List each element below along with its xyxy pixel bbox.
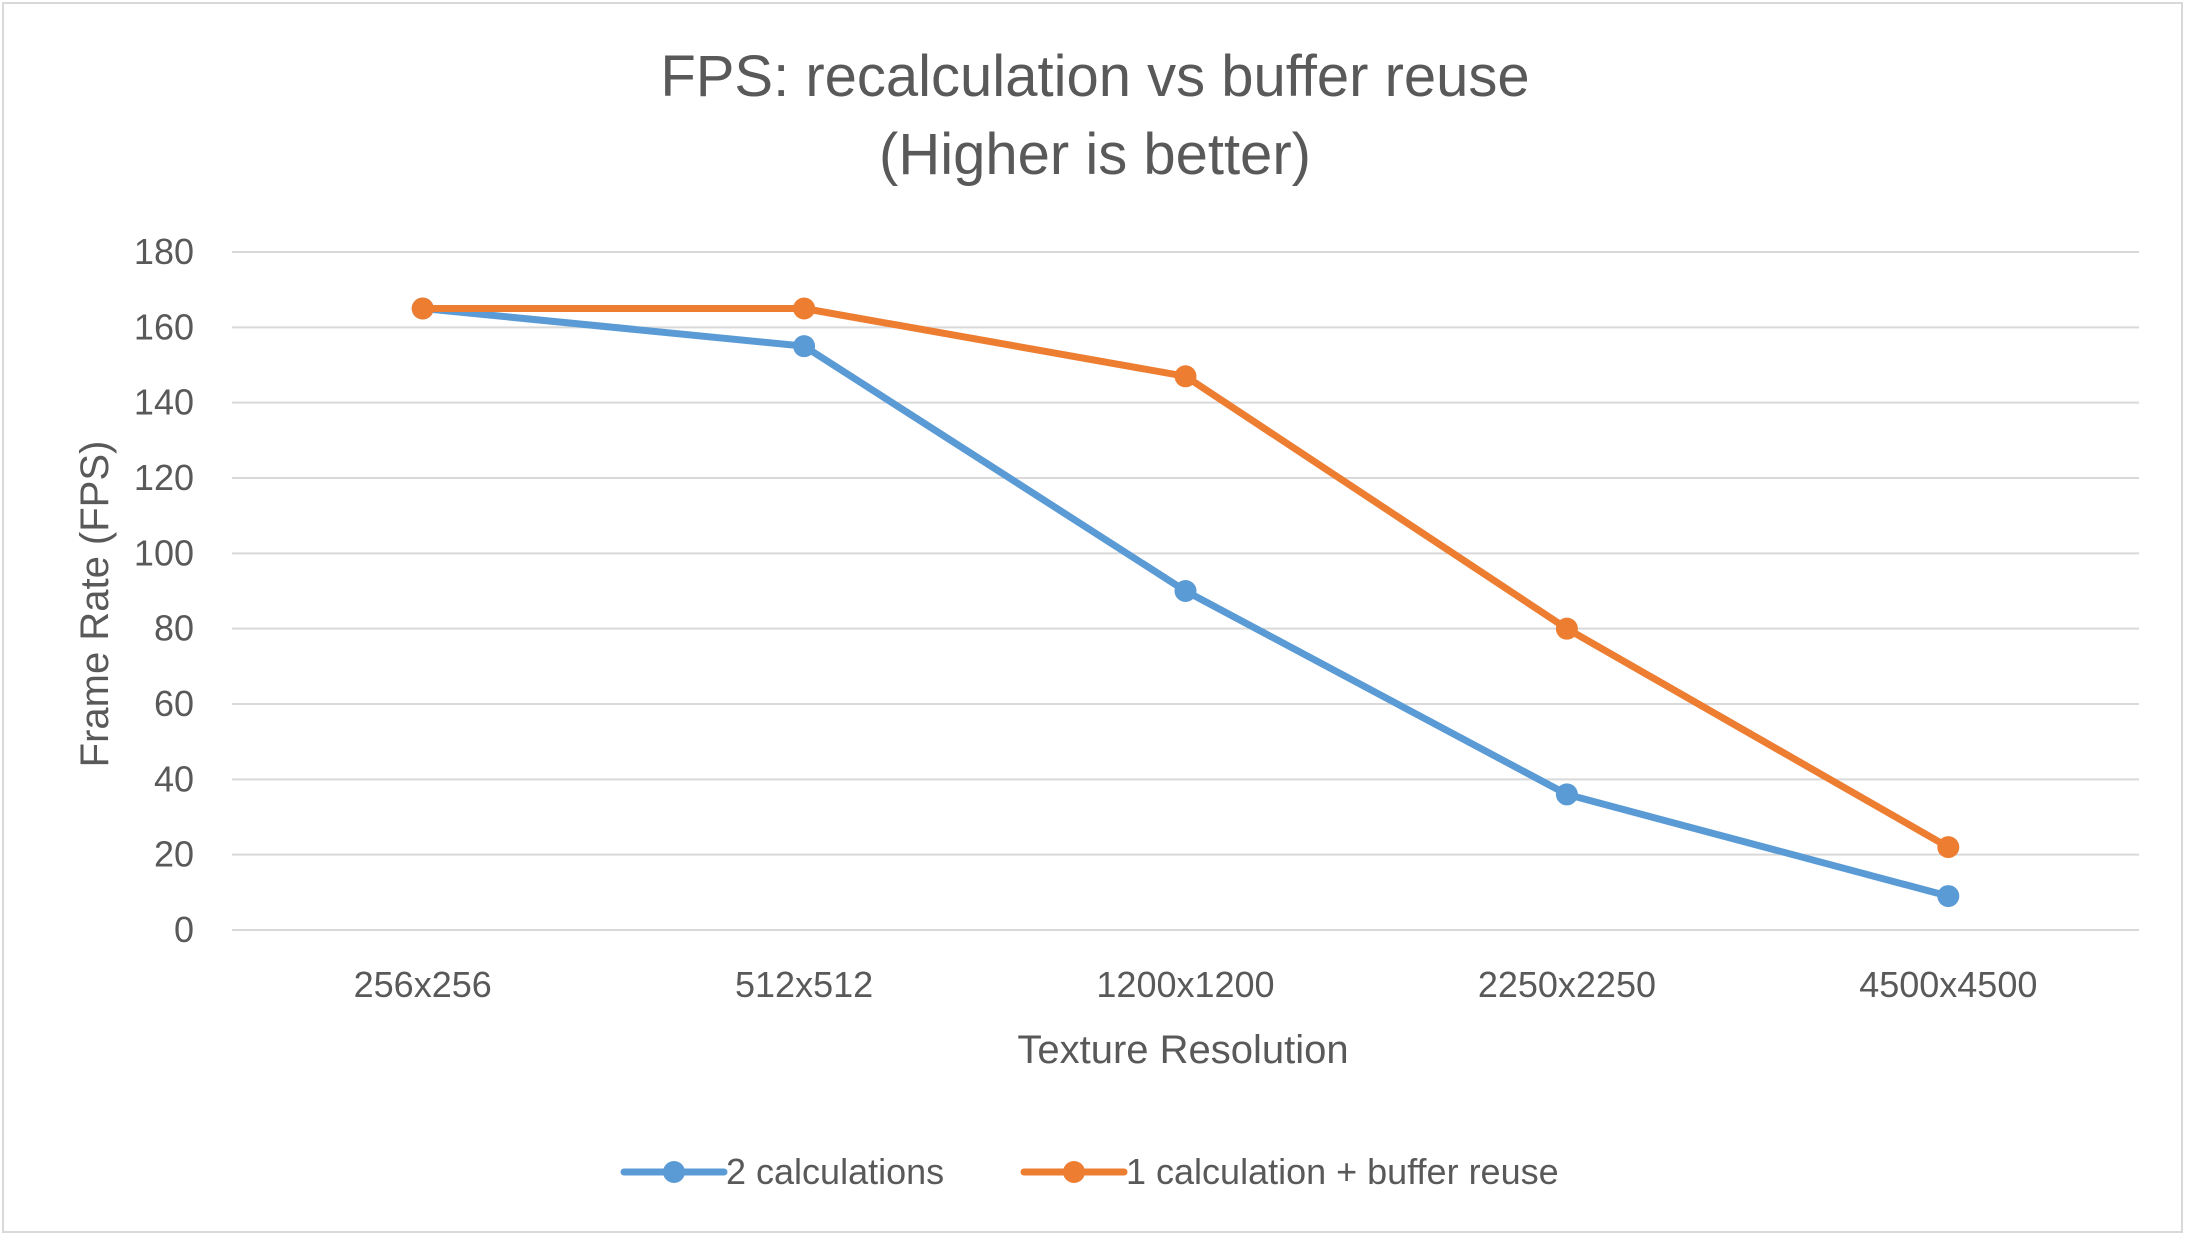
x-tick-label: 512x512 [735, 964, 873, 1005]
data-point [1555, 617, 1578, 640]
y-tick-label: 80 [154, 608, 194, 649]
legend-label: 1 calculation + buffer reuse [1126, 1151, 1559, 1192]
x-tick-label: 4500x4500 [1859, 964, 2037, 1005]
y-tick-label: 100 [134, 532, 194, 573]
y-tick-label: 20 [154, 834, 194, 875]
data-point [1174, 580, 1197, 602]
legend-item: 1 calculation + buffer reuse [1020, 1151, 1559, 1192]
y-tick-label: 40 [154, 758, 194, 799]
y-axis-title: Frame Rate (FPS) [73, 441, 117, 768]
data-point [1174, 365, 1197, 388]
legend-item: 2 calculations [620, 1151, 944, 1192]
legend-label: 2 calculations [726, 1151, 944, 1192]
legend-swatch-marker [1063, 1161, 1085, 1183]
data-point [1555, 783, 1578, 806]
y-axis-tick-labels: 0 20 40 60 80 100 120 140 160 180 [134, 231, 194, 950]
x-tick-label: 2250x2250 [1478, 964, 1656, 1005]
y-tick-label: 0 [174, 909, 194, 950]
legend: 2 calculations 1 calculation + buffer reu… [620, 1151, 1559, 1192]
legend-swatch-marker [663, 1161, 685, 1183]
y-tick-label: 160 [134, 306, 194, 347]
data-point [1937, 836, 1960, 859]
chart-subtitle: (Higher is better) [879, 122, 1311, 187]
x-tick-label: 1200x1200 [1096, 964, 1274, 1005]
series-lines [411, 297, 1960, 908]
data-point [793, 297, 816, 320]
y-tick-label: 60 [154, 683, 194, 724]
y-tick-label: 140 [134, 382, 194, 423]
data-point [793, 335, 816, 358]
series-line [419, 305, 1952, 851]
x-axis-tick-labels: 256x256 512x512 1200x1200 2250x2250 4500x450… [354, 964, 2038, 1005]
series-1 [411, 297, 1960, 908]
data-point [411, 297, 434, 320]
series-line [419, 305, 1952, 900]
gridlines [232, 251, 2139, 931]
x-tick-label: 256x256 [354, 964, 492, 1005]
chart-title: FPS: recalculation vs buffer reuse [660, 44, 1529, 109]
chart-canvas: FPS: recalculation vs buffer reuse (High… [73, 44, 2139, 1192]
x-axis-title: Texture Resolution [1017, 1028, 1348, 1072]
y-tick-label: 120 [134, 457, 194, 498]
series-2 [411, 297, 1960, 859]
data-point [1937, 885, 1960, 908]
y-tick-label: 180 [134, 231, 194, 272]
